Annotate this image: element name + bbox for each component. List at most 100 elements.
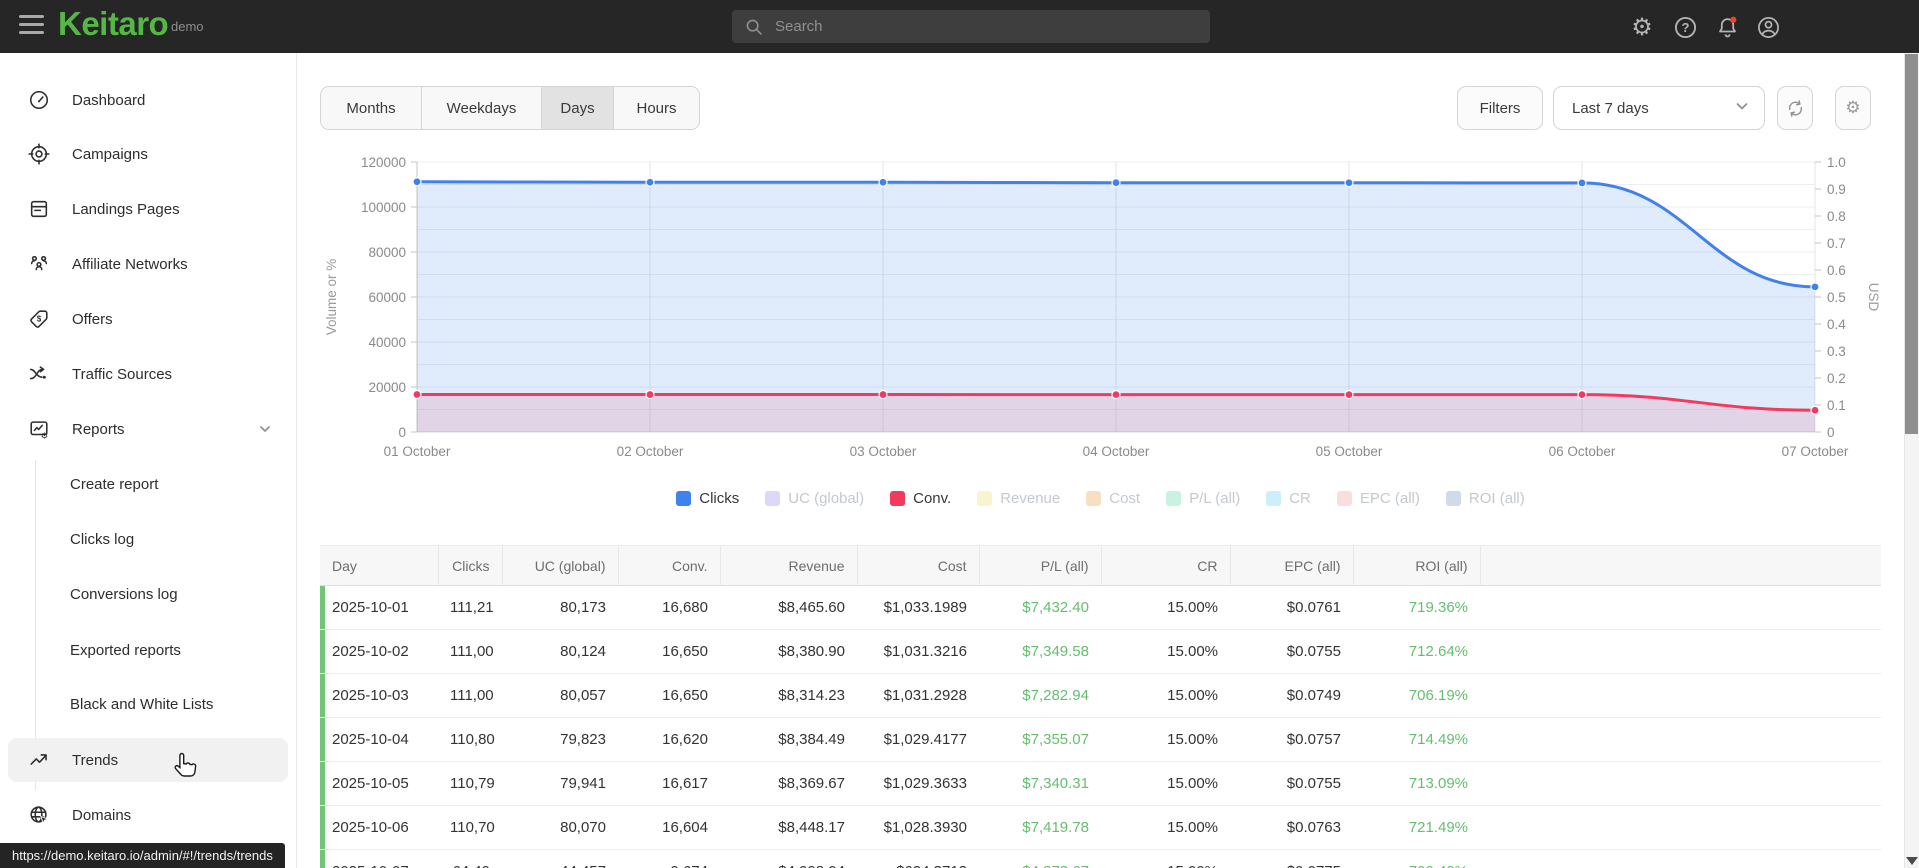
table-cell: $8,380.90 [720, 629, 857, 674]
refresh-button[interactable] [1777, 86, 1813, 130]
table-cell: 2025-10-03 [320, 673, 438, 718]
table-cell: 713.09% [1353, 761, 1480, 806]
sidebar-item-domains[interactable]: Domains [8, 793, 288, 837]
tab-weekdays[interactable]: Weekdays [422, 87, 542, 129]
sidebar-item-reports[interactable]: ⚙ Reports [8, 407, 288, 451]
tab-months[interactable]: Months [321, 87, 422, 129]
table-cell: 700.49% [1353, 849, 1480, 868]
svg-text:0.4: 0.4 [1827, 317, 1846, 332]
column-header-day[interactable]: Day [320, 545, 439, 586]
table-cell: 9,674 [618, 849, 720, 868]
column-header-revenue[interactable]: Revenue [720, 545, 858, 586]
table-cell-filler [1480, 585, 1881, 630]
legend-item-uc-global[interactable]: UC (global) [765, 490, 864, 507]
chart-settings-button[interactable]: ⚙ [1835, 86, 1871, 130]
legend-label: Conv. [913, 490, 952, 507]
legend-item-conv[interactable]: Conv. [890, 490, 951, 507]
column-header-uc-global[interactable]: UC (global) [502, 545, 619, 586]
table-row: 2025-10-04 110,80 79,823 16,620 $8,384.49 $1,… [320, 717, 1881, 762]
table-cell: 16,650 [618, 673, 720, 718]
column-header-conv[interactable]: Conv. [618, 545, 721, 586]
table-cell: 719.36% [1353, 585, 1480, 630]
table-cell-filler [1480, 849, 1881, 868]
svg-text:0.7: 0.7 [1827, 236, 1846, 251]
sidebar-item-affiliate-networks[interactable]: Affiliate Networks [8, 242, 288, 286]
legend-swatch [890, 491, 906, 506]
legend-label: CR [1289, 490, 1311, 507]
legend-item-cr[interactable]: CR [1266, 490, 1311, 507]
date-range-select[interactable]: Last 7 days [1553, 86, 1765, 130]
svg-text:1.0: 1.0 [1827, 155, 1846, 170]
hamburger-menu-icon[interactable] [19, 15, 45, 38]
svg-text:⚙: ⚙ [41, 431, 48, 440]
scrollbar-thumb[interactable] [1905, 54, 1918, 434]
sidebar-item-label: Domains [72, 806, 132, 824]
trends-table: Day Clicks UC (global) Conv. Revenue Cost P/L … [320, 545, 1881, 868]
svg-text:02 October: 02 October [617, 444, 684, 459]
legend-item-p-l-all[interactable]: P/L (all) [1166, 490, 1240, 507]
svg-text:0.3: 0.3 [1827, 344, 1846, 359]
notifications-bell-icon[interactable] [1714, 14, 1740, 40]
table-row: 2025-10-0764,4944,4579,674$4,998.04$624.… [320, 849, 1881, 868]
column-header-clicks[interactable]: Clicks [438, 545, 503, 586]
table-header-row: Day Clicks UC (global) Conv. Revenue Cost P/L … [320, 545, 1881, 586]
sidebar-item-trends[interactable]: Trends [8, 738, 288, 782]
table-cell: $1,029.4177 [857, 717, 979, 762]
user-avatar-icon[interactable] [1755, 14, 1781, 40]
sidebar-item-offers[interactable]: $ Offers [8, 297, 288, 341]
column-header-cr[interactable]: CR [1101, 545, 1231, 586]
table-cell: 2025-10-07 [320, 849, 438, 868]
sidebar-item-conversions-log[interactable]: Conversions log [70, 585, 178, 603]
sidebar-item-label: Offers [72, 310, 113, 328]
help-icon[interactable]: ? [1672, 14, 1698, 40]
legend-item-revenue[interactable]: Revenue [977, 490, 1060, 507]
chevron-down-icon [258, 422, 272, 440]
filters-button[interactable]: Filters [1457, 86, 1543, 130]
table-cell: 80,057 [502, 673, 618, 718]
global-search[interactable] [732, 10, 1210, 43]
sidebar-item-traffic-sources[interactable]: Traffic Sources [8, 352, 288, 396]
traffic-split-icon [28, 363, 50, 385]
sidebar-item-clicks-log[interactable]: Clicks log [70, 530, 135, 548]
tab-days[interactable]: Days [542, 87, 614, 129]
table-row: 2025-10-02 111,00 80,124 16,650 $8,380.90 $1,… [320, 629, 1881, 674]
sidebar-item-campaigns[interactable]: Campaigns [8, 132, 288, 176]
notification-dot [1729, 16, 1736, 23]
legend-item-cost[interactable]: Cost [1086, 490, 1140, 507]
svg-text:0.8: 0.8 [1827, 209, 1846, 224]
svg-text:80000: 80000 [368, 245, 406, 260]
table-cell: $7,282.94 [979, 673, 1101, 718]
sidebar-item-exported-reports[interactable]: Exported reports [70, 641, 181, 659]
table-cell: $8,465.60 [720, 585, 857, 630]
sidebar-item-landings[interactable]: Landings Pages [8, 187, 288, 231]
sidebar-item-black-white-lists[interactable]: Black and White Lists [70, 695, 214, 713]
svg-text:120000: 120000 [361, 155, 406, 170]
column-header-epc-all[interactable]: EPC (all) [1230, 545, 1354, 586]
date-range-value: Last 7 days [1572, 99, 1649, 117]
svg-text:03 October: 03 October [850, 444, 917, 459]
sidebar-item-label: Landings Pages [72, 200, 180, 218]
table-cell-filler [1480, 805, 1881, 850]
svg-text:01 October: 01 October [384, 444, 451, 459]
table-cell: $1,033.1989 [857, 585, 979, 630]
table-cell: 79,941 [502, 761, 618, 806]
table-cell: $0.0755 [1230, 629, 1353, 674]
column-header-p-l-all[interactable]: P/L (all) [979, 545, 1102, 586]
table-cell: 16,650 [618, 629, 720, 674]
legend-item-epc-all[interactable]: EPC (all) [1336, 490, 1420, 507]
sidebar-item-create-report[interactable]: Create report [70, 475, 159, 493]
legend-item-clicks[interactable]: Clicks [676, 490, 739, 507]
sidebar-item-dashboard[interactable]: Dashboard [8, 78, 288, 122]
search-input[interactable] [773, 17, 1210, 36]
column-header-cost[interactable]: Cost [857, 545, 980, 586]
table-cell: 2025-10-05 [320, 761, 438, 806]
legend-item-roi-all[interactable]: ROI (all) [1445, 490, 1525, 507]
tab-hours[interactable]: Hours [614, 87, 699, 129]
network-icon [28, 253, 50, 275]
column-header-roi-all[interactable]: ROI (all) [1353, 545, 1481, 586]
legend-swatch [1166, 491, 1182, 506]
sidebar: Dashboard Campaigns Landings Pages Affil… [0, 53, 297, 868]
table-cell: 110,79 [438, 761, 502, 806]
settings-gear-icon[interactable]: ⚙ [1631, 13, 1653, 41]
page-scrollbar[interactable] [1904, 53, 1919, 868]
